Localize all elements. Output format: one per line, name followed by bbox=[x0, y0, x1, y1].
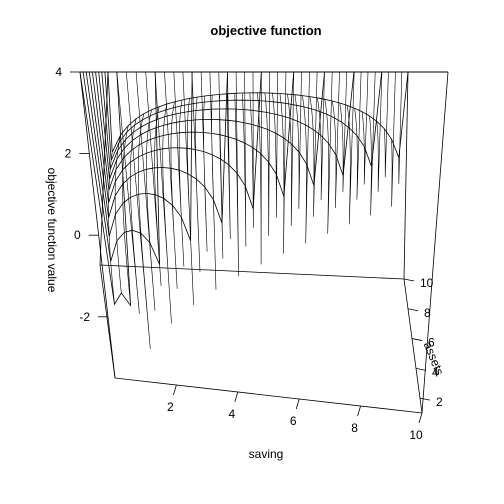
z-tick-label: 4 bbox=[55, 65, 62, 79]
mesh-line-saving bbox=[116, 71, 140, 314]
mesh-line-saving bbox=[122, 125, 131, 306]
box-edge bbox=[421, 71, 449, 414]
y-tick-label: 10 bbox=[420, 276, 434, 290]
box-edge bbox=[403, 278, 423, 414]
z-tick-label: -2 bbox=[79, 310, 90, 324]
mesh-line-saving bbox=[144, 71, 162, 286]
mesh-line-saving bbox=[264, 71, 274, 236]
x-tick-label: 2 bbox=[167, 400, 174, 414]
surface-mesh bbox=[79, 71, 448, 349]
mesh-line-saving bbox=[279, 71, 292, 254]
y-tick-label: 2 bbox=[436, 395, 443, 409]
x-tick bbox=[173, 384, 177, 396]
x-tick-label: 10 bbox=[409, 428, 423, 442]
box-edge bbox=[99, 264, 405, 280]
axes: -2 0 2 4 2 4 6 8 10 2 4 6 8 10 bbox=[55, 65, 443, 442]
mesh-line-saving bbox=[234, 71, 239, 277]
y-tick bbox=[411, 338, 423, 341]
mesh-line-saving bbox=[126, 71, 151, 349]
x-tick bbox=[357, 405, 361, 417]
box-edge bbox=[403, 71, 409, 280]
x-tick-label: 6 bbox=[290, 414, 297, 428]
mesh-line-saving bbox=[162, 71, 178, 289]
box-front-edges bbox=[79, 71, 449, 414]
mesh-line-saving bbox=[249, 71, 255, 228]
mesh-line-saving bbox=[135, 71, 156, 311]
x-tick-label: 8 bbox=[351, 421, 358, 435]
y-tick bbox=[419, 397, 431, 401]
mesh-line-saving bbox=[398, 71, 439, 185]
chart-title: objective function bbox=[210, 23, 321, 38]
z-tick-label: 0 bbox=[74, 228, 81, 242]
y-tick bbox=[407, 308, 419, 312]
z-tick-label: 2 bbox=[65, 147, 72, 161]
mesh-line-saving bbox=[199, 71, 208, 252]
y-tick bbox=[403, 278, 415, 282]
mesh-line-saving bbox=[108, 152, 115, 305]
mesh-line-saving bbox=[369, 71, 402, 216]
x-tick bbox=[418, 412, 423, 424]
mesh-line-saving bbox=[391, 71, 430, 207]
box-edge bbox=[114, 377, 423, 414]
mesh-line-saving bbox=[114, 135, 122, 294]
mesh-line-saving bbox=[242, 71, 247, 247]
y-tick-label: 6 bbox=[428, 336, 435, 350]
mesh-line-saving bbox=[208, 71, 217, 290]
x-tick bbox=[234, 391, 239, 403]
mesh-line-saving bbox=[332, 71, 356, 209]
mesh-line-saving bbox=[309, 71, 329, 217]
x-tick bbox=[295, 398, 300, 410]
box-edge bbox=[79, 71, 116, 379]
y-tick-label: 4 bbox=[432, 365, 439, 379]
y-tick bbox=[415, 367, 427, 371]
x-axis-label: saving bbox=[249, 447, 284, 461]
x-tick-label: 4 bbox=[228, 407, 235, 421]
y-tick-label: 8 bbox=[424, 306, 431, 320]
mesh-line-saving bbox=[317, 71, 338, 201]
mesh-line-saving bbox=[218, 71, 224, 259]
z-axis-label: objective function value bbox=[45, 168, 59, 293]
mesh-line-assets bbox=[88, 71, 435, 224]
mesh-line-saving bbox=[227, 71, 231, 239]
mesh-line-saving bbox=[153, 71, 172, 324]
y-axis-label: assets bbox=[421, 340, 447, 377]
